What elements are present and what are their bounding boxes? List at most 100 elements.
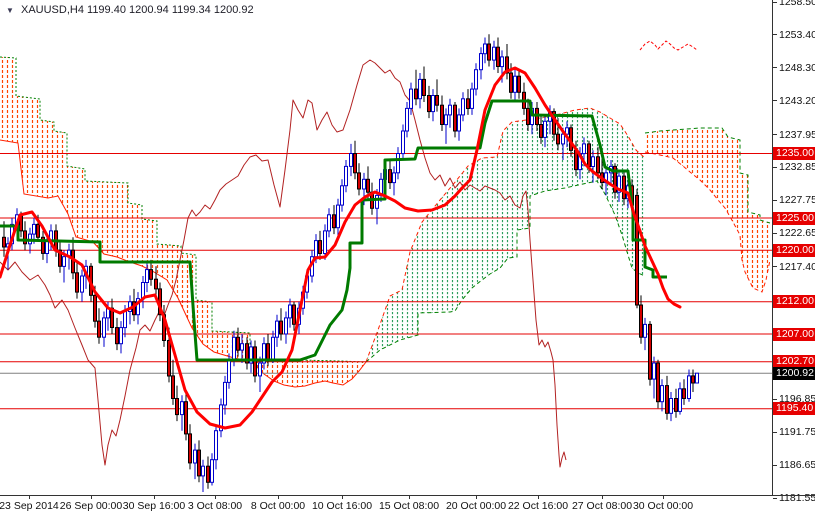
candle-body [32,223,36,235]
candle-body [466,98,470,110]
candle-body [396,153,400,174]
time-tick-label: 30 Oct 00:00 [632,500,694,512]
candle-body [656,362,660,403]
candle-body [375,194,379,209]
candle-body [258,362,262,377]
time-tick-label: 30 Sep 16:00 [122,500,186,512]
chikou-span-line [0,59,567,468]
candle-body [500,56,504,68]
candle-body [487,43,491,61]
price-level-badge: 1207.00 [773,327,815,341]
chart-canvas[interactable] [0,0,772,495]
price-axis[interactable]: 1258.50 1253.40 1248.30 1243.20 1237.95 1232.… [772,0,815,504]
price-tick-mark [773,134,777,136]
candle-body [678,388,682,412]
candle-body [75,272,79,293]
time-tick-label: 8 Oct 00:00 [250,500,306,512]
ohlc-values-label: 1199.40 1200.94 1199.34 1200.92 [87,4,254,16]
candle-body [695,372,699,384]
price-tick-mark [773,398,777,400]
candle-body [405,107,409,132]
candle-body [453,104,457,132]
candle-body [249,346,253,364]
candle-body [582,143,586,155]
candle-body [210,459,214,483]
time-tick-label: 23 Sep 2014 [0,500,59,512]
candle-body [154,278,158,290]
time-tick-label: 3 Oct 08:00 [187,500,243,512]
candle-body [556,133,560,145]
candle-body [262,343,266,364]
candle-body [622,175,626,200]
price-level-badge: 1202.70 [773,355,815,369]
candle-body [635,194,639,306]
price-tick-mark [773,464,777,466]
price-level-badge: 1212.00 [773,295,815,309]
price-tick-mark [773,431,777,433]
candle-body [93,294,97,322]
symbol-period-label: XAUUSD,H4 [20,4,84,16]
candle-body [448,104,452,116]
candle-body [145,269,149,284]
candle-body [232,336,236,361]
price-tick-label: 1217.40 [779,260,815,273]
candle-body [435,95,439,106]
time-tick-mark [91,496,92,499]
candle-body [362,178,366,190]
candle-body [80,275,84,293]
candle-body [479,53,483,71]
price-tick-mark [773,497,777,499]
candle-body [245,343,249,364]
price-tick-mark [773,34,777,36]
price-tick-mark [773,1,777,3]
candle-body [279,320,283,335]
candle-body [427,95,431,113]
candle-body [587,143,591,167]
candle-body [102,317,106,338]
candle-body [392,172,396,184]
candle-body [271,336,275,361]
price-level-badge: 1225.00 [773,211,815,225]
candle-body [136,298,140,316]
price-tick-label: 1258.50 [779,0,815,9]
price-tick-label: 1232.85 [779,161,815,174]
candle-body [674,398,678,412]
candle-body [617,175,621,193]
candle-body [669,398,673,414]
candle-body [591,156,595,168]
candle-body [349,153,353,167]
candle-body [517,75,521,93]
candle-body [327,214,331,232]
candle-body [526,107,530,126]
candle-body [474,69,478,90]
indicator-lines-layer [0,40,698,430]
price-level-badge: 1220.00 [773,243,815,257]
candle-body [648,323,652,380]
time-tick-mark [29,496,30,499]
candle-body [565,127,569,135]
collapse-indicator-icon[interactable]: ▼ [6,6,14,15]
candle-body [193,449,197,464]
candle-body [388,169,392,184]
candle-body [652,362,656,380]
candle-body [41,236,45,254]
candle-body [660,385,664,403]
candle-body [288,304,292,319]
candle-body [58,249,62,267]
candle-body [461,98,465,116]
candle-body [401,130,405,155]
price-tick-label: 1227.75 [779,194,815,207]
price-level-badge: 1195.40 [773,402,815,416]
senkou-span-border [644,127,771,224]
time-tick-label: 10 Oct 16:00 [311,500,373,512]
price-tick-mark [773,232,777,234]
time-tick-mark [154,496,155,499]
time-tick-label: 20 Oct 00:00 [445,500,507,512]
price-level-badge: 1235.00 [773,147,815,161]
chikou-span-line [0,59,567,468]
candle-body [682,388,686,399]
candle-body [357,172,361,190]
time-tick-mark [409,496,410,499]
time-axis[interactable]: 23 Sep 2014 26 Sep 00:00 30 Sep 16:00 3 Oct… [0,495,815,516]
